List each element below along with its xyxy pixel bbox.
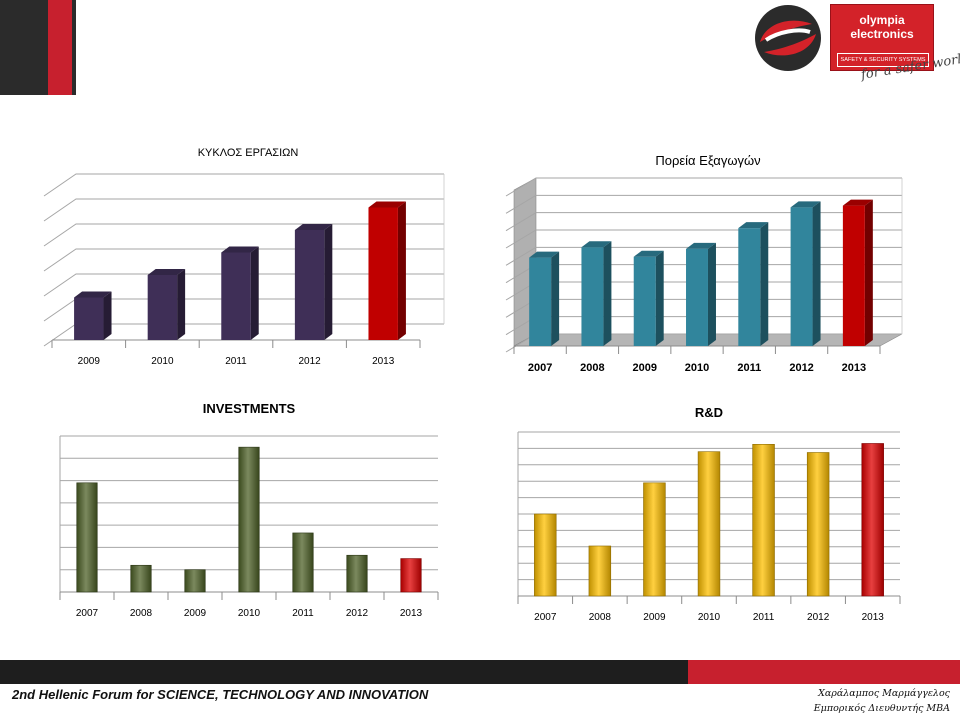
brand-box: olympia electronics SAFETY & SECURITY SY… [830,4,934,71]
footer-forum-title: 2nd Hellenic Forum for SCIENCE, TECHNOLO… [12,687,429,702]
bar-2007 [529,251,560,346]
bar-2009 [643,482,666,597]
x-tick-label: 2011 [225,356,247,367]
bar-2013 [400,558,422,593]
gridline [505,229,902,249]
x-tick-label: 2009 [184,608,207,619]
x-tick-label: 2007 [76,608,99,619]
bar-2012 [790,201,821,346]
company-logo: olympia electronics SAFETY & SECURITY SY… [752,2,960,100]
x-tick-label: 2010 [698,612,721,623]
x-tick-label: 2009 [78,356,101,367]
bar-2007 [534,513,557,597]
x-tick-label: 2013 [842,362,866,374]
chart-svg: 2007 2008 2009 2010 2011 2012 2013 R&D [517,405,901,623]
x-tick-label: 2011 [753,612,775,623]
x-tick-label: 2010 [151,356,174,367]
chart-rnd: 2007 2008 2009 2010 2011 2012 2013 R&D [500,402,910,632]
x-tick-label: 2007 [528,362,552,374]
bar-2013 [861,443,884,597]
bar-2010 [238,446,260,593]
x-tick-label: 2007 [534,612,557,623]
chart-svg: 2007 2008 2009 2010 2011 2012 2013 INVESTMENTS [59,401,439,619]
bar-2009 [74,291,112,340]
brand-name-line1: olympia [859,13,905,27]
x-tick-label: 2013 [372,356,395,367]
bar-2010 [697,451,721,597]
author-title: Εμπορικός Διευθυντής MBA [813,703,950,714]
chart-title: ΚΥΚΛΟΣ ΕΡΓΑΣΙΩΝ [198,147,299,159]
x-tick-label: 2010 [685,362,709,374]
x-tick-label: 2010 [238,608,261,619]
chart-exports: 2007 2008 2009 2010 2011 2012 2013 Πορεία Εξαγω… [492,148,912,388]
gridline [505,194,902,214]
x-tick-label: 2012 [789,362,813,374]
gridline [505,246,902,266]
x-tick-label: 2013 [400,608,423,619]
x-tick-label: 2008 [130,608,153,619]
x-tick-label: 2012 [346,608,369,619]
gridline [43,173,444,197]
footer-bar-dark [0,660,688,684]
x-tick-label: 2011 [292,608,314,619]
bar-2008 [581,241,612,346]
footer-author: Χαράλαμπος Μαρμάγγελος Εμπορικός Διευθυν… [720,686,950,716]
gridline [505,212,902,232]
bar-2013 [368,201,406,340]
bar-2008 [130,564,152,593]
chart-svg: 2009 2010 2011 2012 2013 ΚΥΚΛΟΣ ΕΡΓΑΣΙΩΝ [43,147,445,367]
bar-2007 [76,482,98,593]
bar-2011 [292,532,314,593]
chart-svg: 2007 2008 2009 2010 2011 2012 2013 Πορεία Εξαγω… [505,153,903,374]
bar-2008 [588,545,612,597]
x-tick-label: 2012 [807,612,830,623]
chart-investments: 2007 2008 2009 2010 2011 2012 2013 INVESTMENTS [38,398,448,628]
author-name: Χαράλαμπος Μαρμάγγελος [818,688,950,699]
bar-2011 [221,246,259,340]
x-tick-label: 2013 [862,612,885,623]
bar-2009 [633,250,664,346]
corner-decoration [0,0,78,95]
x-tick-label: 2009 [643,612,666,623]
bar-2010 [686,242,716,346]
footer-bar-red [688,660,960,684]
chart-title: INVESTMENTS [203,401,296,416]
x-tick-label: 2011 [737,362,761,374]
x-tick-label: 2012 [298,356,321,367]
brand-tagline: SAFETY & SECURITY SYSTEMS [837,53,929,67]
chart-title: R&D [695,405,723,420]
swirl-logo-icon [755,5,821,71]
bar-2010 [147,269,186,340]
bar-2012 [346,554,368,593]
bar-2009 [184,569,206,593]
chart-turnover: 2009 2010 2011 2012 2013 ΚΥΚΛΟΣ ΕΡΓΑΣΙΩΝ [22,140,462,380]
bar-2011 [752,443,775,597]
chart-title: Πορεία Εξαγωγών [655,153,760,168]
bar-2013 [842,199,873,346]
gridline [43,198,444,222]
bar-2011 [738,222,769,346]
bar-2012 [294,224,333,340]
x-tick-label: 2008 [589,612,612,623]
x-tick-label: 2009 [632,362,656,374]
bar-2012 [806,452,830,597]
gridline [505,177,902,197]
x-tick-label: 2008 [580,362,604,374]
brand-name-line2: electronics [850,27,914,41]
